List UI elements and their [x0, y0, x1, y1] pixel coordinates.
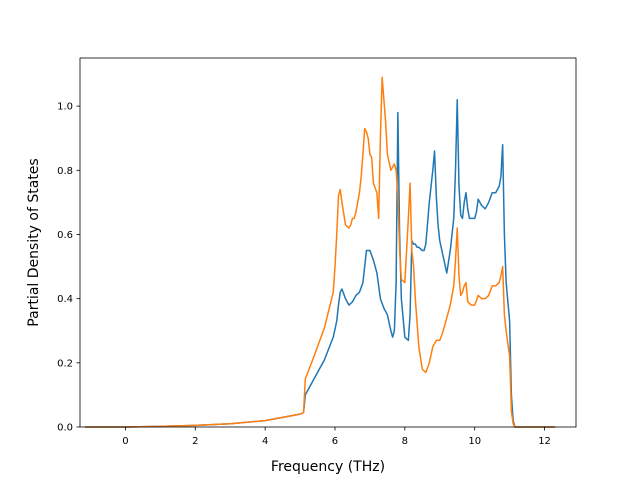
x-tick-label: 10	[468, 436, 481, 447]
y-axis-label: Partial Density of States	[26, 158, 42, 326]
y-tick-label: 0.8	[57, 166, 73, 177]
series-line-1	[85, 98, 556, 428]
x-tick-label: 0	[122, 436, 128, 447]
x-tick-label: 2	[192, 436, 198, 447]
series-line-2	[85, 76, 556, 428]
y-tick-label: 0.0	[57, 423, 73, 434]
x-tick-label: 4	[262, 436, 268, 447]
plot-area	[85, 76, 556, 428]
y-tick-label: 1.0	[57, 102, 73, 113]
y-tick-label: 0.2	[57, 358, 73, 369]
x-tick-label: 8	[402, 436, 408, 447]
y-tick-label: 0.4	[57, 294, 73, 305]
x-tick-label: 12	[538, 436, 551, 447]
axes-frame	[79, 57, 577, 428]
x-axis: 0 2 4 6 8 10 12	[122, 427, 551, 447]
y-tick-label: 0.6	[57, 230, 73, 241]
y-axis: 0.0 0.2 0.4 0.6 0.8 1.0	[57, 102, 80, 434]
x-tick-label: 6	[332, 436, 338, 447]
x-axis-label: Frequency (THz)	[271, 459, 385, 475]
